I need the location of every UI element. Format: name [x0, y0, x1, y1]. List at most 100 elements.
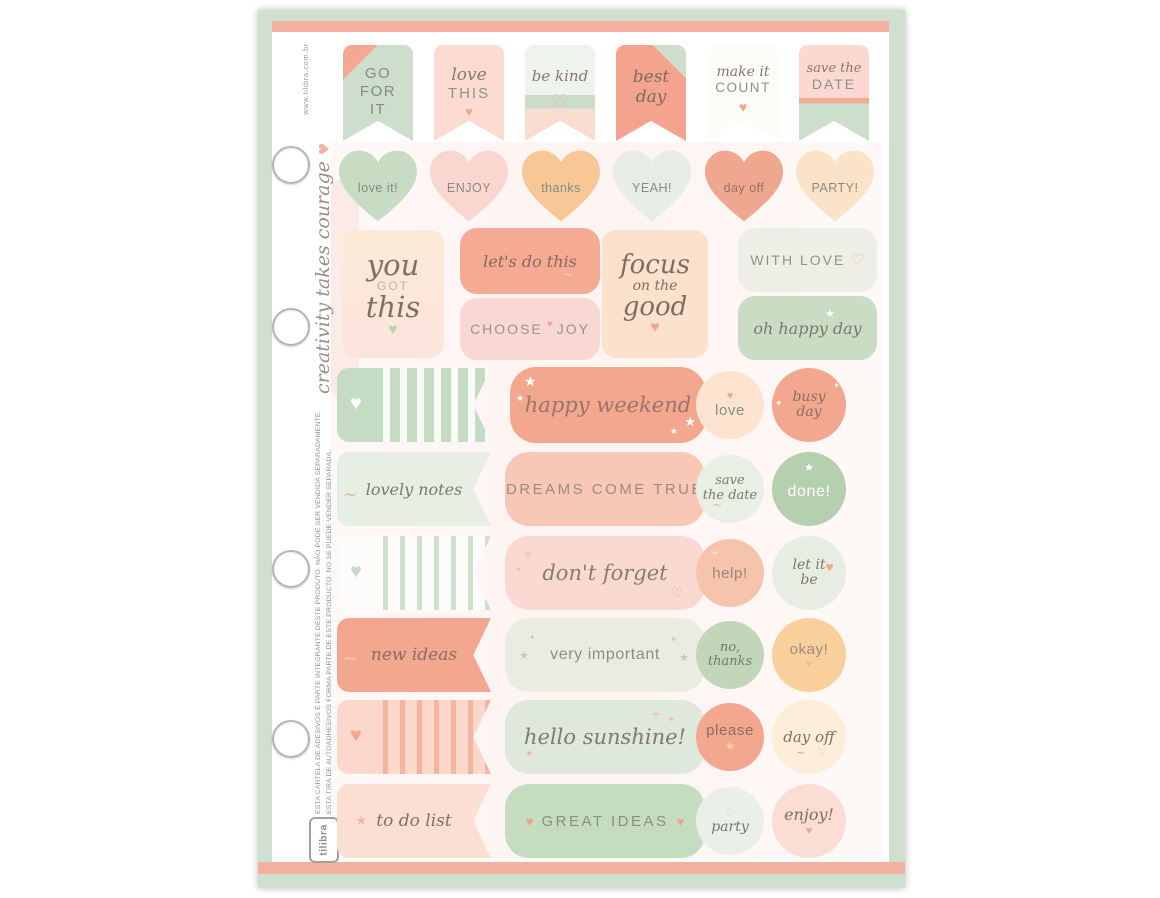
- sticker-pill-great-ideas: ♥ GREAT IDEAS ♥: [505, 784, 705, 858]
- card-text-bottom: good: [622, 291, 688, 322]
- pill-label: don't forget: [542, 561, 668, 585]
- star-icon: ★: [679, 651, 689, 664]
- sticker-pill-happy-weekend: happy weekend ★ ★ ★ ★: [510, 367, 706, 443]
- sparkle-icon: ✦: [525, 749, 534, 760]
- star-icon: ★: [804, 461, 814, 474]
- punch-hole: [272, 720, 310, 758]
- banner-label: GO FOR IT: [359, 65, 397, 118]
- banner-label-caps: COUNT: [715, 80, 771, 95]
- heart-outline-icon: ♡: [551, 91, 569, 112]
- sparkle-icon: ✦: [775, 399, 783, 409]
- sticker-heart-thanks: thanks: [522, 150, 600, 222]
- heart-outline-icon: ♡: [597, 459, 608, 473]
- sticker-card-focus-on-the-good: focus on the good ♥: [602, 230, 708, 358]
- tag-label: to do list: [376, 811, 452, 831]
- circle-label: busy day: [792, 388, 826, 420]
- card-text: WITH LOVE: [750, 252, 846, 268]
- banner-label-script: make it: [716, 64, 770, 80]
- sticker-tag-new-ideas: new ideas ~: [337, 618, 491, 692]
- sticker-circle-help: + help!: [696, 539, 764, 607]
- card-text: oh happy day: [753, 318, 862, 338]
- pill-label: GREAT IDEAS: [541, 812, 669, 830]
- heart-label: thanks: [541, 181, 581, 195]
- swash-icon: ~: [561, 265, 574, 283]
- sticker-card-oh-happy-day: oh happy day ★: [738, 296, 877, 360]
- circle-label: day off: [783, 728, 835, 746]
- banner-label-caps: THIS: [447, 85, 491, 102]
- punch-hole: [272, 308, 310, 346]
- sticker-circle-love: ♥ love: [696, 371, 764, 439]
- card-text: let's do this: [483, 251, 577, 271]
- sticker-card-lets-do-this: let's do this ~: [460, 228, 600, 294]
- banner-label-script: best day: [632, 67, 670, 108]
- heart-shape: [339, 150, 417, 222]
- website-url: www.tilibra.com.br: [301, 43, 310, 115]
- heart-icon: ♥: [806, 658, 812, 670]
- sticker-card-with-love: WITH LOVE ♡: [738, 228, 877, 292]
- banner-label-script: be kind: [531, 67, 589, 85]
- side-quote: creativity takes courage ♥: [312, 143, 340, 394]
- star-icon: ★: [519, 649, 529, 662]
- card-text-top: you: [366, 248, 420, 283]
- sticker-heart-love-it: love it!: [339, 150, 417, 222]
- punch-hole: [272, 146, 310, 184]
- heart-icon: ♥: [465, 104, 473, 119]
- sticker-circle-please: please ★: [696, 703, 764, 771]
- tag-label: new ideas: [370, 645, 458, 665]
- heart-label: day off: [723, 181, 765, 195]
- circle-label: no, thanks: [707, 639, 753, 669]
- swash-icon: ~: [712, 498, 723, 512]
- sheet-top-salmon-strip: [258, 21, 905, 32]
- sticker-heart-day-off: day off: [705, 150, 783, 222]
- heart-icon: ♥: [350, 392, 362, 415]
- sparkle-icon: ✦: [670, 635, 677, 644]
- circle-label: enjoy!: [784, 805, 834, 824]
- sticker-tag-striped-pink: ♥: [337, 700, 491, 774]
- heart-icon: ♥: [825, 563, 834, 574]
- heart-icon: ♥: [350, 724, 362, 747]
- heart-icon: ♥: [726, 390, 734, 402]
- sticker-circle-party: ♡ party: [696, 787, 764, 855]
- pill-label: happy weekend: [524, 393, 692, 417]
- sticker-circle-enjoy: enjoy! ♥: [772, 784, 846, 858]
- heart-outline-icon: ♡: [671, 586, 683, 601]
- sheet-right-mint-strip: [889, 21, 905, 874]
- heart-shape: [613, 150, 691, 222]
- sticker-circle-no-thanks: + no, thanks: [696, 621, 764, 689]
- swash-icon: ~: [796, 746, 806, 759]
- heart-label: ENJOY: [446, 181, 492, 195]
- star-icon: ★: [684, 415, 696, 430]
- sticker-tag-lovely-notes: lovely notes ~: [337, 452, 491, 526]
- sticker-pill-dreams-come-true: DREAMS COME TRUE ♡: [505, 452, 705, 526]
- swash-icon: ~: [343, 649, 358, 669]
- sticker-tag-to-do-list: ★ to do list: [337, 784, 491, 858]
- card-text-right: JOY: [556, 321, 590, 337]
- banner-label-script: save the: [806, 61, 862, 76]
- sticker-circle-done: ★ done!: [772, 452, 846, 526]
- sticker-heart-party: PARTY!: [796, 150, 874, 222]
- star-icon: ★: [524, 374, 537, 390]
- sticker-tag-striped-mint: ♥: [337, 368, 491, 442]
- circle-label: please: [706, 722, 754, 739]
- tag-stripes: [383, 536, 491, 610]
- plus-sparkle-icon: +: [523, 547, 534, 561]
- sticker-pill-very-important: very important ✦ ★ ✦ ★: [505, 618, 705, 692]
- card-text-top: focus: [620, 250, 690, 281]
- banner-label-caps: DATE: [811, 76, 857, 92]
- sticker-circle-busy-day: busy day ✦ ✦: [772, 368, 846, 442]
- legal-text: ESTA CARTELA DE ADESIVOS É PARTE INTEGRA…: [314, 410, 336, 814]
- plus-sparkle-icon: +: [710, 546, 720, 559]
- legal-line-es: ESTA TIRA DE AUTOADHESIVOS FORMA PARTE D…: [325, 449, 333, 814]
- sheet-bottom-salmon-strip: [258, 862, 905, 874]
- heart-shape: [430, 150, 508, 222]
- star-icon: ★: [724, 739, 736, 753]
- heart-icon: ♥: [317, 142, 333, 156]
- heart-outline-icon: ♡: [725, 806, 735, 819]
- sheet-top-mint-strip: [258, 10, 905, 21]
- heart-icon: ♥: [525, 813, 534, 829]
- tilibra-logo-text: tilibra: [318, 824, 331, 856]
- tag-stripes: [383, 368, 491, 442]
- heart-shape: [796, 150, 874, 222]
- card-text-left: CHOOSE: [470, 321, 543, 337]
